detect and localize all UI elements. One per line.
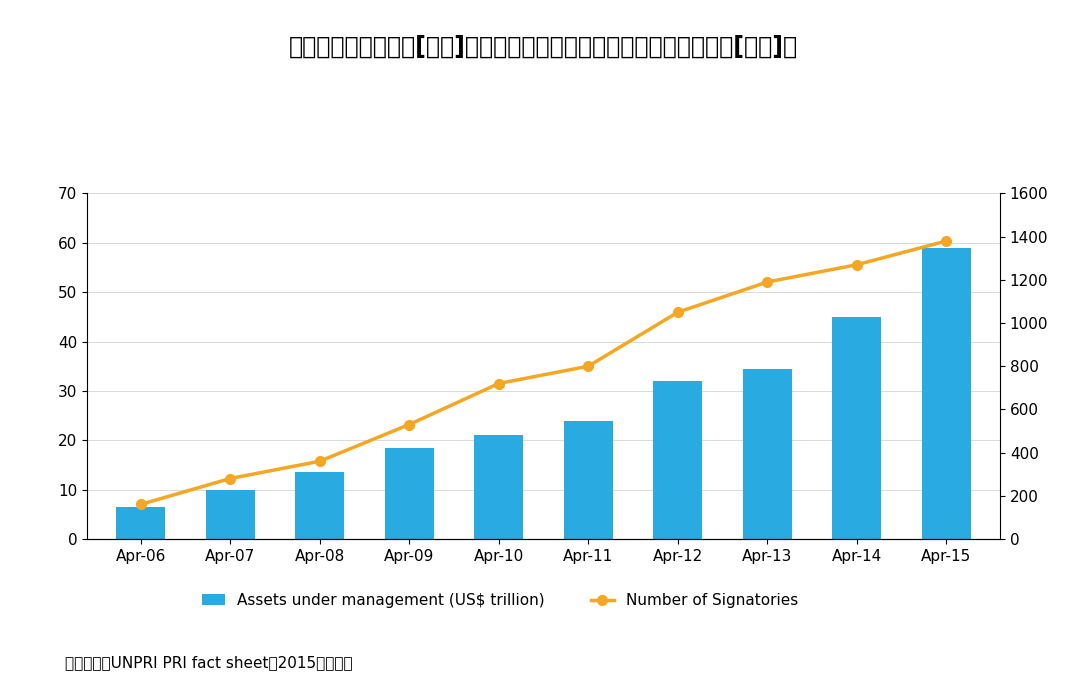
Bar	[474, 435, 523, 539]
Number of Signatories	[313, 457, 326, 466]
Legend: Assets under management (US$ trillion), Number of Signatories: Assets under management (US$ trillion), …	[196, 587, 804, 614]
Number of Signatories	[940, 237, 953, 245]
Text: 図表２：　署名者数[右軸]とその運用資産残高　（金額単位：兆ドル[左軸]）: 図表２： 署名者数[右軸]とその運用資産残高 （金額単位：兆ドル[左軸]）	[289, 35, 798, 59]
Bar	[564, 421, 613, 539]
Bar	[742, 369, 792, 539]
Number of Signatories	[134, 500, 147, 509]
Bar	[295, 473, 345, 539]
Text: （資料）　UNPRI PRI fact sheet（2015）　より: （資料） UNPRI PRI fact sheet（2015） より	[65, 655, 353, 670]
Number of Signatories	[224, 475, 237, 483]
Bar	[833, 317, 882, 539]
Bar	[653, 381, 702, 539]
Number of Signatories	[492, 379, 505, 388]
Number of Signatories	[402, 420, 415, 428]
Number of Signatories	[582, 362, 595, 370]
Bar	[385, 448, 434, 539]
Bar	[205, 490, 254, 539]
Bar	[922, 248, 971, 539]
Bar	[116, 507, 165, 539]
Number of Signatories	[761, 278, 774, 286]
Number of Signatories	[672, 308, 685, 316]
Number of Signatories	[850, 261, 863, 269]
Line: Number of Signatories: Number of Signatories	[136, 236, 951, 509]
